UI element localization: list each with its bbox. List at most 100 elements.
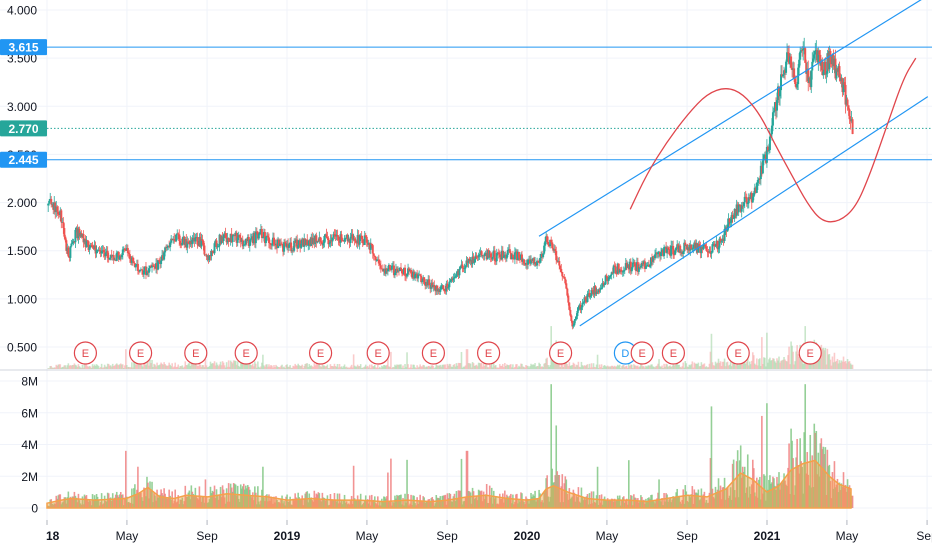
volume-overlay-bar-50 [97,366,100,369]
volume-overlay-bar-573 [624,366,627,369]
volume-bar-510 [561,474,564,508]
volume-overlay-bar-678 [730,366,733,369]
channel-lines[interactable] [538,0,929,327]
candle-body-784 [837,66,840,72]
candle-body-88 [135,263,138,265]
volume-overlay-bar-91 [139,363,141,369]
candle-body-545 [596,291,599,293]
candle-body-709 [761,160,764,174]
volume-bar-637 [689,497,692,508]
volume-bar-544 [595,495,598,508]
volume-overlay-bar-759 [812,361,815,369]
candle-body-249 [298,240,301,246]
volume-overlay-bar-272 [321,363,324,369]
volume-bar-109 [157,497,159,508]
volume-overlay-bar-668 [720,365,723,369]
volume-overlay-bar-110 [158,365,160,369]
candle-body-118 [166,246,169,248]
volume-bar-710 [763,474,765,508]
volume-overlay-bar-483 [534,363,536,369]
volume-overlay-bar-346 [396,364,398,369]
volume-bar-225 [274,502,276,508]
volume-bar-645 [697,489,700,508]
volume-overlay-bar-34 [81,364,84,369]
volume-overlay-bar-537 [588,363,591,369]
sine-curve[interactable] [629,57,917,223]
horizontal-levels[interactable] [47,46,932,161]
volume-overlay-bar-742 [795,351,797,369]
volume-bar-269 [318,493,321,508]
volume-bar-167 [215,489,218,508]
volume-overlay-bar-98 [146,358,148,369]
candle-body-551 [602,282,605,285]
price-tag-1 [0,120,47,137]
candle-body-8 [55,206,58,213]
candle-body-154 [202,240,205,246]
volume-overlay-bar-192 [240,362,243,369]
volume-overlay-bar-534 [585,364,588,369]
volume-bar-545 [596,466,599,508]
candle-body-575 [626,264,629,268]
volume-overlay-bar-434 [484,364,487,369]
candle-body-315 [364,235,367,237]
candle-body-732 [785,61,788,73]
volume-bar-422 [472,491,475,508]
volume-bar-712 [765,500,767,508]
volume-bar-457 [508,497,510,508]
volume-overlay-bar-137 [185,365,188,369]
volume-bar-12 [59,494,62,508]
volume-overlay-bar-223 [272,367,274,369]
volume-bar-626 [678,495,681,508]
candle-body-738 [791,67,794,70]
volume-bar-116 [164,493,166,508]
candle-body-750 [803,48,806,49]
volume-bar-240 [289,496,291,508]
candle-body-307 [356,235,359,243]
volume-overlay-bar-45 [92,366,95,369]
volume-overlay-bar-463 [514,366,516,369]
volume-bar-567 [618,495,621,508]
volume-bar-143 [191,491,194,508]
volume-bar-293 [342,499,345,508]
candle-body-382 [432,284,435,288]
event-marker-13 [798,341,822,365]
volume-tick-label-4: 0 [31,502,38,516]
candle-body-770 [823,61,826,72]
volume-bar-632 [684,485,687,508]
candle-body-763 [816,49,819,63]
volume-bar-590 [642,500,644,508]
volume-overlay-bar-157 [205,365,208,369]
candle-body-614 [666,247,669,253]
volume-overlay-bar-448 [498,364,501,369]
volume-overlay-bar-698 [750,360,753,369]
volume-overlay-bar-228 [277,367,279,369]
volume-overlay-bar-195 [243,362,246,369]
candle-body-522 [573,320,576,326]
volume-overlay-bar-380 [430,365,433,369]
volume-overlay-bar-494 [545,358,547,369]
candle-body-543 [594,286,597,294]
volume-bar-636 [688,495,691,508]
candle-body-215 [263,232,266,244]
volume-overlay-bar-304 [353,365,356,369]
volume-overlay-bar-509 [560,361,563,369]
volume-overlay-bar-284 [333,363,336,369]
volume-overlay-bar-172 [220,365,223,369]
channel-line-1 [579,96,929,327]
volume-bar-366 [416,497,418,508]
volume-overlay-bar-125 [173,366,175,369]
candle-body-527 [578,304,581,308]
volume-bar-314 [363,500,366,508]
candle-body-5 [52,203,55,210]
candle-body-62 [109,254,112,258]
volume-overlay-bar-85 [133,362,135,369]
candle-body-3 [50,198,53,205]
candle-body-672 [724,227,727,229]
candle-body-109 [157,260,160,270]
candle-body-759 [812,58,815,62]
volume-overlay-bar-618 [670,366,672,369]
candle-body-354 [404,267,407,276]
volume-bar-748 [801,466,803,508]
